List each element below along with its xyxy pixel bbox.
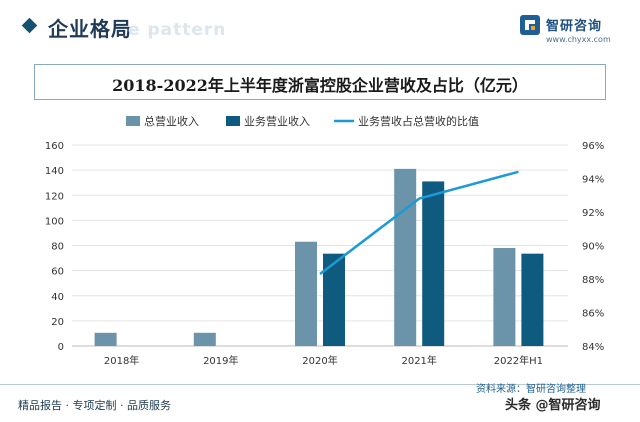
y-left-tick-label: 120 — [45, 191, 64, 202]
revenue-chart: 总营业收入 业务营业收入 业务营收占总营收的比值 0 20 40 60 80 100 120 140… — [45, 114, 604, 367]
zhiyan-logo-icon — [520, 15, 540, 35]
x-tick-label: 2018年 — [104, 354, 139, 367]
header: 企业格局 e pattern 智研咨询 www.chyxx.com — [0, 0, 640, 60]
data-source-note: 资料来源：智研咨询整理 — [476, 384, 586, 395]
x-tick-label: 2019年 — [203, 354, 238, 367]
brand-logo: 智研咨询 www.chyxx.com — [519, 14, 629, 48]
section-title: 企业格局 — [48, 17, 132, 41]
y-right-tick-label: 88% — [582, 275, 604, 286]
y-right-tick-label: 92% — [582, 208, 604, 219]
brand-name: 智研咨询 — [546, 19, 603, 34]
section-title-background-text: e pattern — [128, 20, 227, 40]
x-tick-label: 2020年 — [302, 354, 337, 367]
y-right-tick-label: 90% — [582, 242, 604, 253]
legend-swatch-1 — [126, 116, 140, 126]
legend-swatch-2 — [226, 116, 240, 126]
legend-label-1: 总营业收入 — [144, 114, 199, 128]
y-right-tick-label: 96% — [582, 141, 604, 152]
chart-title: 2018-2022年上半年度浙富控股企业营收及占比（亿元） — [112, 76, 528, 95]
y-right-tick-label: 84% — [582, 342, 604, 353]
diamond-icon — [21, 17, 38, 34]
y-right-tick-label: 94% — [582, 175, 604, 186]
footer-divider — [0, 384, 640, 385]
y-left-tick-label: 60 — [51, 267, 64, 278]
platform-watermark: 头条 @智研咨询 — [505, 398, 601, 413]
y-left-tick-label: 40 — [51, 292, 64, 303]
x-tick-label: 2021年 — [401, 354, 436, 367]
brand-url: www.chyxx.com — [546, 35, 611, 44]
legend-label-2: 业务营业收入 — [244, 114, 310, 128]
bar-business-revenue — [521, 253, 544, 346]
y-left-tick-label: 20 — [51, 317, 64, 328]
footer-tagline: 精品报告 · 专项定制 · 品质服务 — [18, 399, 171, 412]
y-left-tick-label: 160 — [45, 141, 64, 152]
y-left-tick-label: 0 — [58, 342, 64, 353]
x-tick-label: 2022年H1 — [494, 354, 543, 367]
bar-total-revenue — [193, 332, 216, 346]
bar-business-revenue — [422, 181, 445, 346]
bar-total-revenue — [493, 248, 516, 346]
ratio-line — [319, 170, 519, 275]
bar-total-revenue — [94, 332, 117, 346]
legend-label-3: 业务营收占总营收的比值 — [358, 114, 479, 128]
y-left-tick-label: 100 — [45, 216, 64, 227]
y-right-tick-label: 86% — [582, 309, 604, 320]
bar-total-revenue — [394, 168, 417, 346]
bar-total-revenue — [295, 241, 317, 346]
chart-title-box: 2018-2022年上半年度浙富控股企业营收及占比（亿元） — [34, 64, 606, 100]
y-left-tick-label: 140 — [45, 166, 64, 177]
bar-business-revenue — [323, 253, 345, 346]
y-left-tick-label: 80 — [51, 242, 64, 253]
